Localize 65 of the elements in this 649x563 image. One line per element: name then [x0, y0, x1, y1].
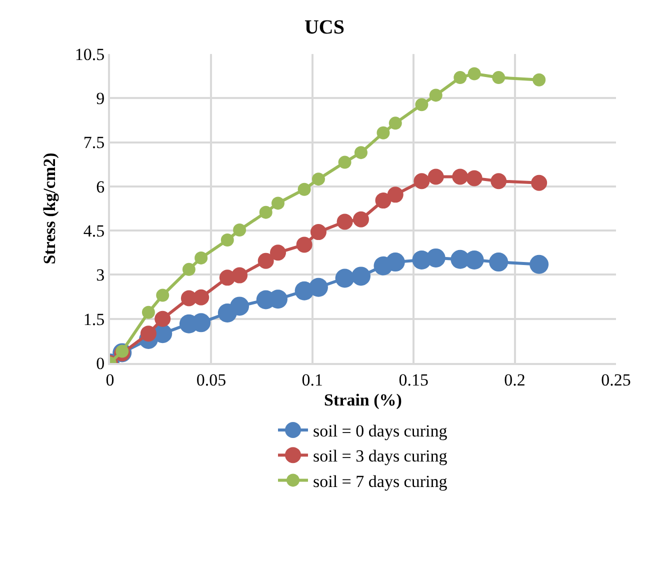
- y-tick-label: 0: [96, 354, 105, 373]
- point: [220, 233, 234, 246]
- point: [338, 156, 352, 169]
- point: [310, 224, 326, 240]
- legend-label: soil = 0 days curing: [313, 422, 448, 441]
- point: [415, 98, 428, 112]
- point: [335, 268, 354, 288]
- point: [182, 262, 196, 276]
- point: [336, 214, 353, 230]
- y-tick-label: 7.5: [83, 133, 105, 152]
- point: [376, 126, 390, 140]
- point: [233, 223, 246, 236]
- point: [154, 310, 171, 327]
- x-tick-label: 0.05: [196, 370, 226, 390]
- chart-title: UCS: [304, 16, 345, 39]
- point: [492, 71, 506, 84]
- point: [351, 266, 370, 286]
- point: [468, 67, 481, 80]
- point: [296, 236, 312, 253]
- x-tick-label: 0.25: [601, 370, 631, 390]
- point: [230, 296, 250, 316]
- y-tick-label: 1.5: [83, 310, 105, 329]
- point: [387, 186, 404, 203]
- legend-label: soil = 3 days curing: [313, 446, 448, 466]
- point: [156, 288, 170, 302]
- point: [270, 244, 286, 261]
- point: [531, 174, 548, 191]
- point: [308, 278, 328, 297]
- point: [352, 211, 369, 228]
- y-tick-label: 10.5: [74, 44, 105, 64]
- point: [312, 172, 325, 186]
- y-tick-label: 3: [96, 266, 105, 285]
- point: [489, 252, 508, 272]
- point: [271, 196, 284, 210]
- point: [142, 306, 155, 319]
- y-tick-label: 9: [96, 89, 105, 108]
- point: [414, 173, 430, 190]
- point: [232, 267, 248, 284]
- x-tick-label: 0.2: [504, 370, 526, 390]
- point: [530, 254, 549, 274]
- point: [454, 71, 467, 84]
- point: [466, 170, 482, 186]
- legend-label: soil = 7 days curing: [313, 472, 448, 491]
- point: [388, 116, 402, 130]
- point: [490, 173, 507, 190]
- point: [354, 146, 368, 160]
- point: [426, 248, 446, 268]
- y-axis-title: Stress (kg/cm2): [40, 152, 59, 264]
- x-tick-label: 0.1: [302, 370, 324, 390]
- point: [194, 251, 208, 264]
- point: [259, 206, 272, 219]
- y-tick-label: 6: [96, 177, 105, 196]
- point: [532, 73, 546, 86]
- point: [452, 168, 468, 185]
- point: [298, 182, 311, 196]
- point: [258, 252, 274, 269]
- x-tick-label: 0.15: [398, 370, 428, 390]
- point: [140, 326, 156, 342]
- point: [193, 289, 210, 306]
- x-axis-title: Strain (%): [324, 390, 402, 410]
- point: [428, 168, 444, 185]
- y-tick-label: 4.5: [83, 222, 105, 241]
- point: [429, 88, 442, 102]
- point: [375, 192, 392, 209]
- point: [386, 252, 405, 272]
